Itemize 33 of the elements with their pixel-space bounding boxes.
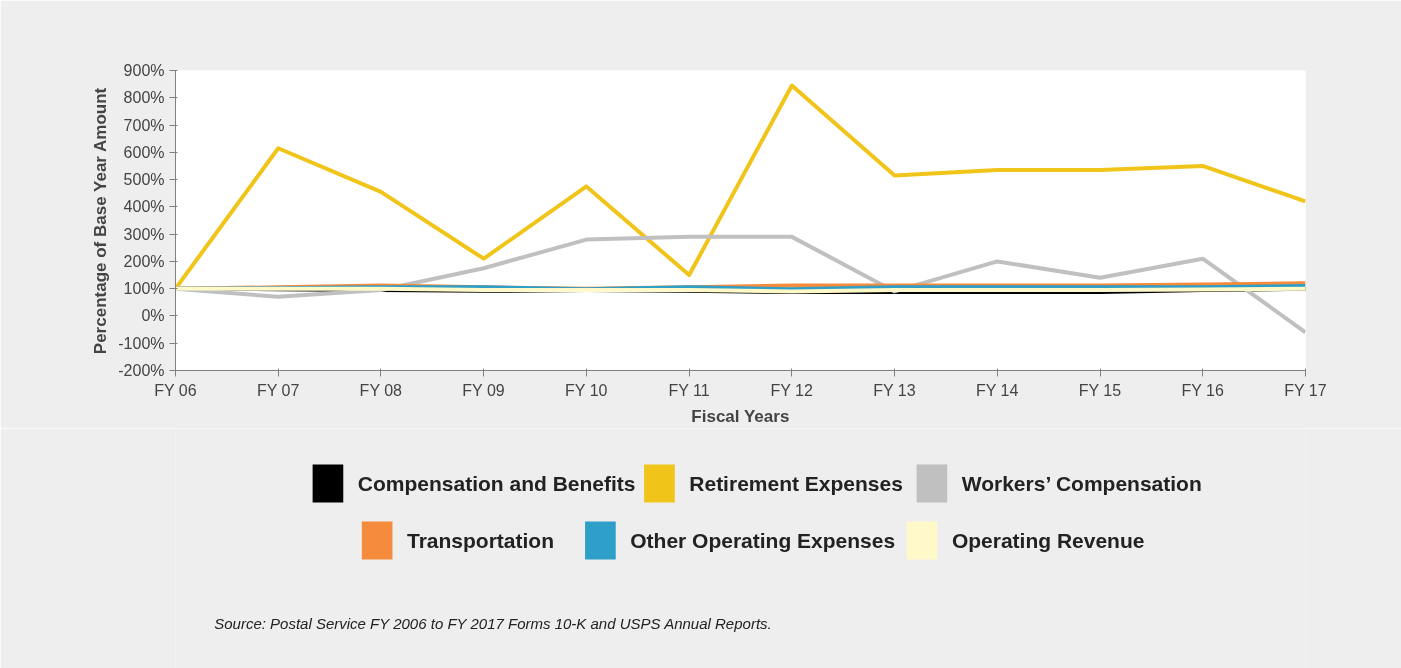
legend-label: Retirement Expenses	[689, 472, 903, 495]
legend-label: Compensation and Benefits	[357, 472, 636, 495]
legend-label: Transportation	[406, 529, 554, 552]
y-tick-label: 200%	[123, 252, 165, 270]
x-tick-label: FY 14	[975, 381, 1019, 399]
y-axis-title: Percentage of Base Year Amount	[91, 87, 111, 355]
y-tick-label: 700%	[123, 116, 165, 134]
legend-label: Workers’ Compensation	[961, 472, 1202, 495]
x-tick-label: FY 10	[565, 381, 608, 399]
x-tick-label: FY 07	[256, 381, 300, 399]
y-tick-label: 800%	[123, 89, 165, 107]
y-tick-label: 400%	[123, 198, 165, 216]
y-tick-label: 300%	[123, 225, 165, 243]
x-tick-label: FY 13	[873, 381, 916, 399]
x-tick-label: FY 17	[1284, 381, 1327, 399]
source-note: Source: Postal Service FY 2006 to FY 2017 Forms 10-K and USPS Annual Reports.	[214, 615, 772, 632]
y-tick-label: 0%	[141, 307, 165, 325]
y-tick-label: 600%	[123, 143, 165, 161]
y-tick-label: 100%	[123, 280, 165, 298]
x-tick-label: FY 08	[359, 381, 403, 399]
y-tick-label: 900%	[123, 62, 165, 79]
x-tick-label: FY 12	[770, 381, 814, 399]
x-tick-label: FY 11	[668, 381, 710, 399]
x-axis-title: Fiscal Years	[691, 406, 790, 426]
legend-label: Other Operating Expenses	[630, 529, 896, 552]
x-tick-label: FY 09	[462, 381, 505, 399]
y-tick-label: 500%	[123, 171, 165, 189]
y-tick-label: -200%	[118, 362, 165, 379]
x-tick-label: FY 16	[1181, 381, 1224, 399]
x-tick-label: FY 06	[154, 381, 197, 399]
x-tick-label: FY 15	[1078, 381, 1122, 399]
legend-label: Operating Revenue	[951, 529, 1145, 552]
y-tick-label: -100%	[118, 334, 165, 352]
